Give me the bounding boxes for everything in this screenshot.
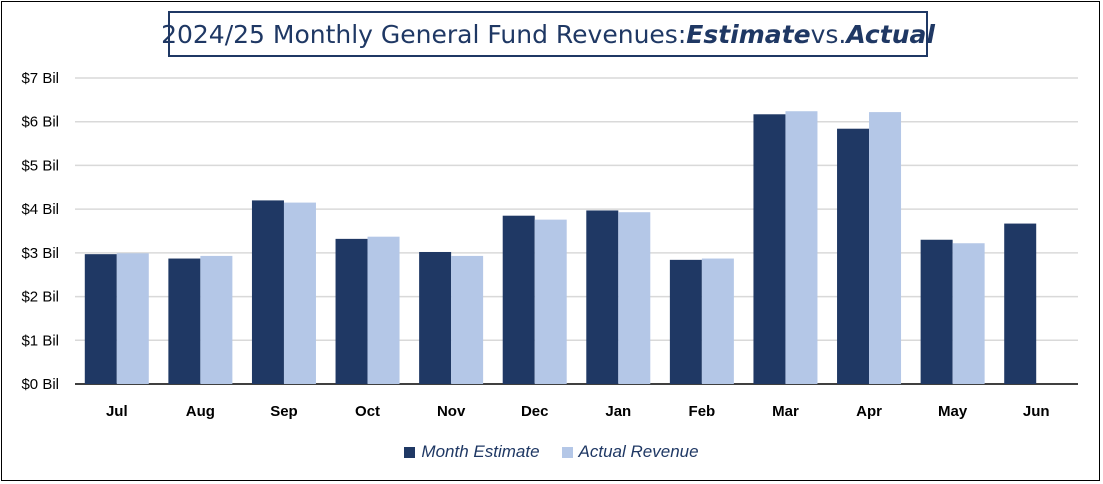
x-tick-label-feb: Feb: [689, 403, 716, 420]
bar-actual-sep: [283, 202, 316, 384]
x-tick-label-jan: Jan: [605, 403, 631, 420]
x-axis-ticks: Jul Aug Sep Oct Nov Dec Jan Feb Mar Apr May Jun: [106, 403, 1050, 420]
y-axis-ticks: $0 Bil $1 Bil $2 Bil $3 Bil $4 Bil $5 Bil $6 B…: [21, 70, 59, 393]
bar-estimate-oct: [335, 238, 368, 384]
bar-actual-aug: [200, 255, 233, 384]
legend-swatch-actual: [561, 446, 573, 458]
bar-estimate-sep: [251, 200, 284, 384]
y-tick-label: $3 Bil: [21, 245, 59, 262]
bar-estimate-feb: [669, 259, 702, 384]
bar-actual-apr: [869, 112, 902, 385]
x-tick-label-sep: Sep: [270, 403, 298, 420]
legend-item-actual: Actual Revenue: [561, 442, 699, 462]
bar-estimate-aug: [168, 258, 201, 384]
bar-estimate-may: [920, 239, 953, 384]
legend-label-estimate: Month Estimate: [421, 442, 540, 461]
bars: [84, 111, 1037, 385]
bar-estimate-dec: [502, 215, 535, 384]
bar-actual-jan: [618, 212, 651, 384]
legend-item-estimate: Month Estimate: [404, 442, 540, 462]
title-estimate-word: Estimate: [686, 19, 811, 49]
y-tick-label: $4 Bil: [21, 201, 59, 218]
y-tick-label: $6 Bil: [21, 114, 59, 131]
bar-actual-feb: [701, 258, 734, 384]
bar-actual-may: [952, 243, 985, 384]
x-tick-label-nov: Nov: [437, 403, 466, 420]
legend: Month Estimate Actual Revenue: [0, 441, 1103, 463]
bar-estimate-jul: [84, 254, 117, 384]
gridlines: [75, 77, 1078, 385]
x-tick-label-mar: Mar: [772, 403, 799, 420]
x-tick-label-dec: Dec: [521, 403, 549, 420]
bar-actual-oct: [367, 236, 400, 384]
bar-actual-dec: [534, 219, 567, 384]
y-tick-label: $1 Bil: [21, 332, 59, 349]
x-tick-label-jul: Jul: [106, 403, 128, 420]
legend-swatch-estimate: [404, 446, 416, 458]
bar-estimate-jan: [586, 210, 619, 384]
y-tick-label: $0 Bil: [21, 376, 59, 393]
title-middle: vs.: [810, 19, 847, 49]
bar-actual-jul: [116, 253, 149, 384]
title-prefix: 2024/25 Monthly General Fund Revenues:: [161, 19, 687, 49]
y-tick-label: $2 Bil: [21, 289, 59, 306]
legend-label-actual: Actual Revenue: [578, 442, 699, 461]
bar-chart: $0 Bil $1 Bil $2 Bil $3 Bil $4 Bil $5 Bil $6 B…: [21, 70, 1078, 420]
x-tick-label-jun: Jun: [1023, 403, 1050, 420]
bar-actual-nov: [451, 255, 484, 384]
x-tick-label-may: May: [938, 403, 968, 420]
bar-estimate-nov: [419, 251, 452, 384]
bar-estimate-apr: [837, 128, 870, 384]
y-tick-label: $7 Bil: [21, 70, 59, 87]
bar-estimate-jun: [1004, 223, 1037, 384]
x-tick-label-apr: Apr: [856, 403, 882, 420]
title-actual-word: Actual: [846, 19, 935, 49]
bar-actual-mar: [785, 111, 818, 385]
x-tick-label-aug: Aug: [186, 403, 215, 420]
x-tick-label-oct: Oct: [355, 403, 380, 420]
bar-estimate-mar: [753, 114, 786, 384]
y-tick-label: $5 Bil: [21, 157, 59, 174]
chart-title: 2024/25 Monthly General Fund Revenues: E…: [161, 11, 935, 57]
